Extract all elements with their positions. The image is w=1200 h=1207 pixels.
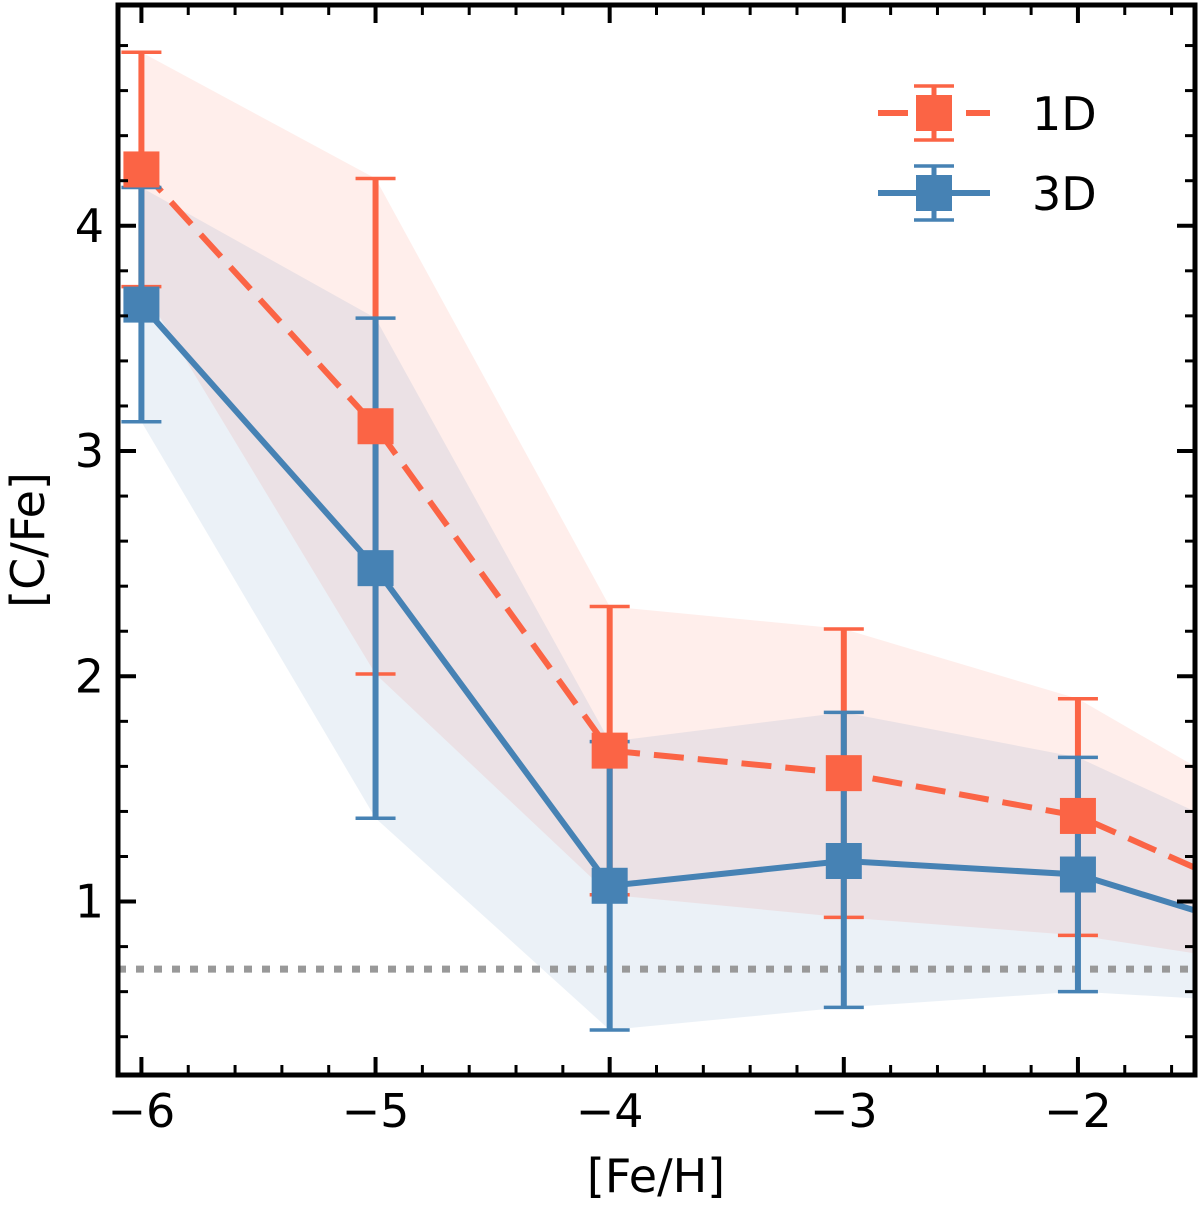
marker-3d <box>825 843 862 879</box>
y-tick-label: 2 <box>75 649 104 703</box>
legend-label-3d: 3D <box>1032 167 1097 221</box>
band-1d <box>141 52 1195 954</box>
marker-3d <box>591 867 628 904</box>
x-tick-label: −2 <box>1044 1084 1112 1138</box>
legend-label-1d: 1D <box>1032 87 1097 141</box>
y-tick-label: 4 <box>75 199 104 253</box>
marker-3d <box>123 286 160 323</box>
y-tick-label: 3 <box>75 424 104 478</box>
marker-3d <box>357 550 394 587</box>
y-axis-label: [C/Fe] <box>1 472 55 608</box>
marker-1d <box>1059 797 1096 834</box>
legend-marker-1d <box>916 95 952 131</box>
x-tick-label: −6 <box>108 1084 176 1138</box>
series-line-3d <box>139 302 1195 914</box>
data-markers <box>123 151 1096 904</box>
band-3d <box>141 187 1195 1030</box>
uncertainty-bands <box>141 52 1195 1030</box>
series-lines <box>139 167 1195 914</box>
tick-labels: −6 −5 −4 −3 −2 1 2 3 4 <box>75 199 1112 1138</box>
plot-frame <box>115 2 1198 1078</box>
legend-marker-3d <box>916 175 952 211</box>
x-tick-label: −3 <box>810 1084 878 1138</box>
x-tick-label: −4 <box>576 1084 644 1138</box>
marker-1d <box>825 755 862 792</box>
marker-3d <box>1059 856 1096 893</box>
series-line-1d <box>139 167 1195 871</box>
marker-1d <box>357 408 394 445</box>
x-axis-label: [Fe/H] <box>587 1149 725 1203</box>
x-tick-label: −5 <box>342 1084 410 1138</box>
y-tick-label: 1 <box>75 875 104 929</box>
marker-1d <box>123 151 160 188</box>
marker-1d <box>591 732 628 769</box>
